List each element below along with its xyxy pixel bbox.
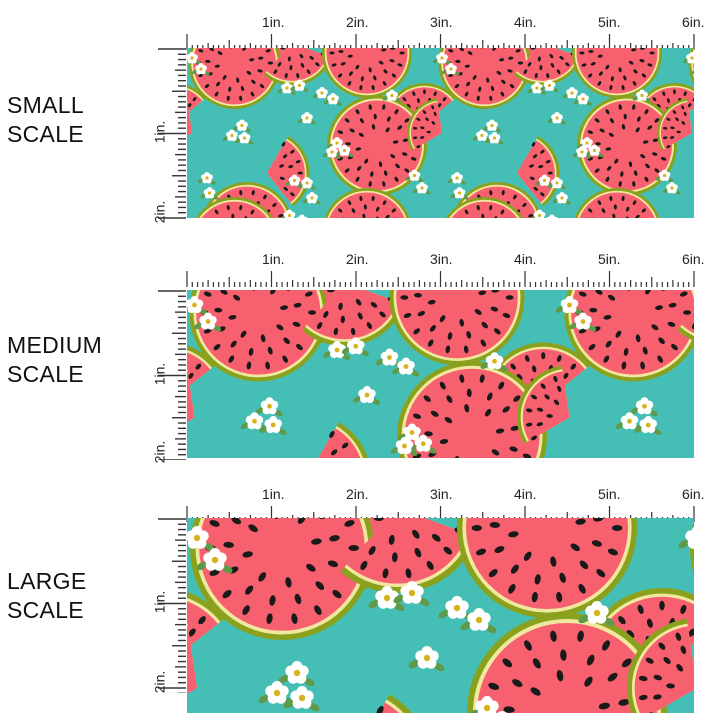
ruler-label-v-1in: 1in. — [151, 363, 167, 386]
ruler-label-3in: 3in. — [430, 486, 453, 502]
ruler-label-6in: 6in. — [682, 14, 705, 30]
ruler-label-v-2in: 2in. — [151, 201, 167, 224]
scale-label-line1: LARGE — [7, 567, 86, 596]
ruler-left: 1in. 2in. — [156, 290, 186, 460]
ruler-label-4in: 4in. — [514, 251, 537, 267]
fabric-swatch-small — [187, 48, 694, 218]
ruler-label-6in: 6in. — [682, 486, 705, 502]
ruler-label-3in: 3in. — [430, 14, 453, 30]
section-large-scale: LARGE SCALE 1in. 2in. 3in. 4in. 5in. 6in… — [0, 480, 720, 720]
ruler-label-5in: 5in. — [598, 14, 621, 30]
section-small-scale: SMALL SCALE 1in. 2in. 3in. 4in. 5in. 6in… — [0, 0, 720, 240]
ruler-top: 1in. 2in. 3in. 4in. 5in. 6in. — [186, 251, 698, 273]
ruler-label-1in: 1in. — [262, 251, 285, 267]
ruler-top: 1in. 2in. 3in. 4in. 5in. 6in. — [186, 486, 698, 508]
ruler-top: 1in. 2in. 3in. 4in. 5in. 6in. — [186, 14, 698, 36]
ruler-label-5in: 5in. — [598, 251, 621, 267]
scale-label-line1: MEDIUM — [7, 331, 102, 360]
ruler-label-4in: 4in. — [514, 486, 537, 502]
ruler-label-2in: 2in. — [346, 251, 369, 267]
ruler-label-5in: 5in. — [598, 486, 621, 502]
ruler-label-v-2in: 2in. — [151, 441, 167, 464]
section-medium-scale: MEDIUM SCALE 1in. 2in. 3in. 4in. 5in. 6i… — [0, 240, 720, 480]
ruler-left: 1in. 2in. — [156, 518, 186, 693]
ruler-label-1in: 1in. — [262, 486, 285, 502]
fabric-swatch-large — [187, 518, 694, 713]
scale-label-large: LARGE SCALE — [7, 567, 86, 625]
ruler-label-2in: 2in. — [346, 486, 369, 502]
ruler-label-v-2in: 2in. — [151, 671, 167, 694]
ruler-label-1in: 1in. — [262, 14, 285, 30]
scale-label-medium: MEDIUM SCALE — [7, 331, 102, 389]
ruler-ticks-top — [186, 269, 698, 289]
ruler-left: 1in. 2in. — [156, 48, 186, 220]
scale-label-small: SMALL SCALE — [7, 91, 84, 149]
fabric-swatch-medium — [187, 290, 694, 458]
ruler-label-6in: 6in. — [682, 251, 705, 267]
ruler-label-4in: 4in. — [514, 14, 537, 30]
scale-label-line2: SCALE — [7, 120, 84, 149]
scale-label-line2: SCALE — [7, 596, 86, 625]
ruler-label-v-1in: 1in. — [151, 591, 167, 614]
ruler-label-v-1in: 1in. — [151, 121, 167, 144]
ruler-label-2in: 2in. — [346, 14, 369, 30]
ruler-label-3in: 3in. — [430, 251, 453, 267]
scale-label-line1: SMALL — [7, 91, 84, 120]
scale-label-line2: SCALE — [7, 360, 102, 389]
